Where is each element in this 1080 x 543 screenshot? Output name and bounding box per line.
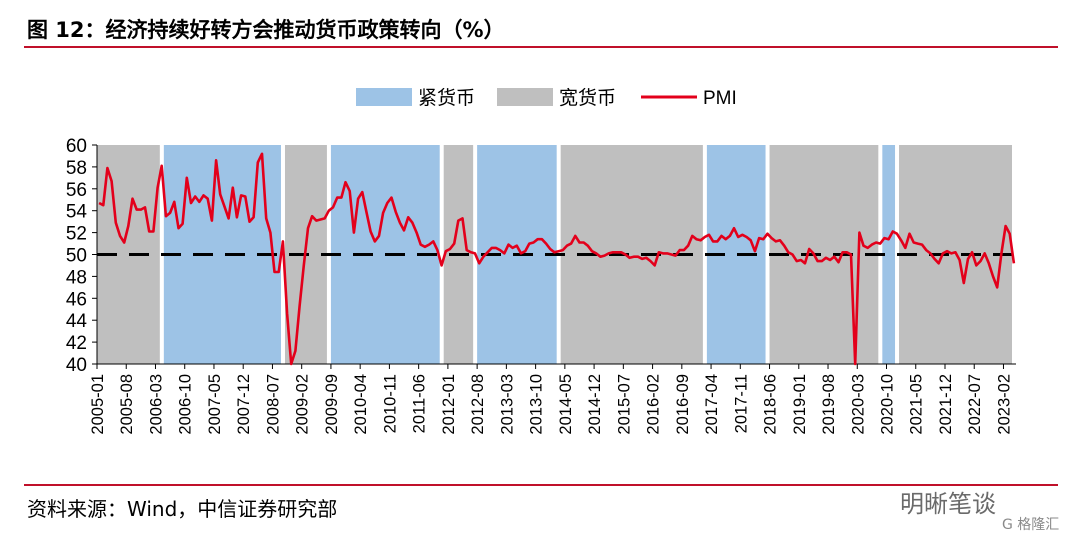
x-tick-label: 2016-09 (674, 374, 692, 435)
x-tick-label: 2020-03 (849, 374, 867, 435)
x-tick-label: 2009-09 (323, 374, 341, 435)
x-tick-label: 2014-05 (557, 374, 575, 435)
x-tick-label: 2015-07 (615, 374, 633, 435)
x-tick-label: 2022-07 (966, 374, 984, 435)
x-tick-label: 2010-04 (352, 374, 370, 435)
y-tick-label: 50 (66, 246, 87, 267)
legend-label-pmi: PMI (703, 88, 737, 109)
x-tick-label: 2017-11 (732, 374, 750, 433)
x-tick-label: 2023-02 (995, 374, 1013, 435)
x-tick-label: 2019-01 (791, 374, 809, 435)
x-tick-label: 2006-03 (147, 374, 165, 435)
footer-rule (24, 484, 1058, 486)
x-tick-label: 2021-05 (908, 374, 926, 435)
x-tick-label: 2009-02 (294, 374, 312, 435)
x-tick-label: 2021-12 (937, 374, 955, 435)
x-tick-label: 2019-08 (820, 374, 838, 435)
x-tick-label: 2011-06 (411, 374, 429, 433)
x-tick-label: 2008-07 (264, 374, 282, 435)
legend-label-loose: 宽货币 (559, 87, 616, 109)
legend-swatch-loose (497, 88, 553, 106)
figure-title: 图 12：经济持续好转方会推动货币政策转向（%） (27, 18, 505, 42)
x-axis: 2005-01 2005-08 2006-03 2006-10 2007-05 2007-… (89, 363, 1016, 435)
x-tick-label: 2017-04 (703, 374, 721, 435)
y-tick-label: 58 (66, 158, 87, 179)
y-tick-label: 54 (66, 202, 88, 223)
x-tick-label: 2013-10 (528, 374, 546, 435)
legend-swatch-tight (356, 88, 412, 106)
x-tick-label: 2013-03 (498, 374, 516, 435)
x-tick-label: 2012-01 (440, 374, 458, 435)
x-tick-label: 2010-11 (381, 374, 399, 433)
y-tick-label: 42 (66, 333, 87, 354)
chart-legend: 紧货币 宽货币 PMI (356, 87, 737, 109)
y-tick-label: 52 (66, 224, 87, 245)
header-rule (24, 46, 1058, 48)
source-note: 资料来源：Wind，中信证券研究部 (27, 497, 338, 521)
x-tick-label: 2005-01 (89, 374, 107, 435)
y-tick-label: 48 (66, 267, 87, 288)
x-tick-label: 2014-12 (586, 374, 604, 435)
y-tick-label: 44 (66, 311, 88, 332)
y-tick-label: 60 (66, 136, 87, 157)
x-tick-label: 2012-08 (469, 374, 487, 435)
x-tick-label: 2006-10 (177, 374, 195, 435)
x-tick-label: 2020-10 (879, 374, 897, 435)
regime-band-tight (882, 145, 896, 364)
x-tick-label: 2005-08 (118, 374, 136, 435)
x-tick-label: 2007-05 (206, 374, 224, 435)
y-tick-label: 56 (66, 180, 87, 201)
watermark-subtext: G 格隆汇 (1002, 517, 1060, 533)
y-tick-label: 46 (66, 289, 87, 310)
watermark-text: 明晰笔谈 (900, 490, 996, 518)
x-tick-label: 2018-06 (762, 374, 780, 435)
x-tick-label: 2007-12 (235, 374, 253, 435)
x-tick-label: 2016-02 (645, 374, 663, 435)
y-tick-label: 40 (66, 355, 87, 376)
pmi-series-line (98, 152, 1016, 366)
legend-label-tight: 紧货币 (418, 87, 475, 109)
